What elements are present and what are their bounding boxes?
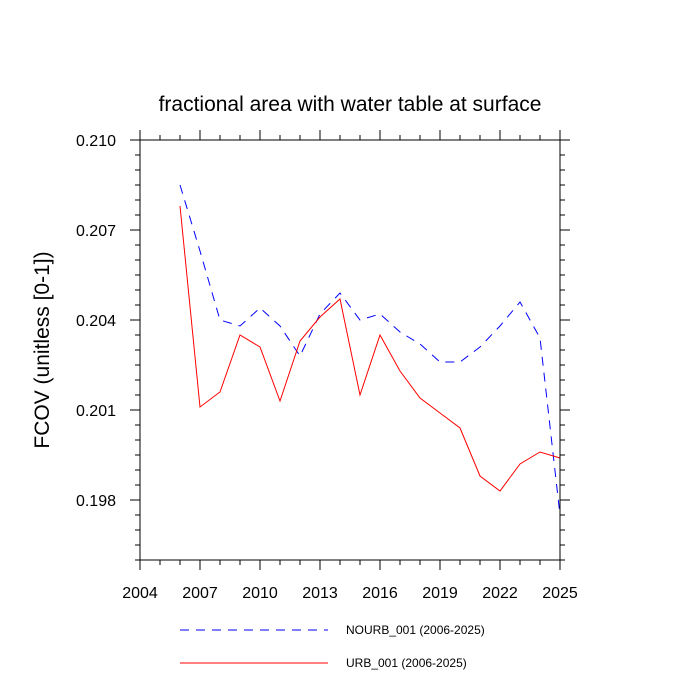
axis-ticks — [130, 130, 570, 570]
series-lines — [179, 184, 561, 516]
y-tick-label: 0.198 — [76, 493, 116, 510]
x-tick-label: 2025 — [542, 585, 578, 602]
y-axis-label: FCOV (unitless [0-1]) — [31, 251, 54, 448]
x-tick-label: 2016 — [362, 585, 398, 602]
tick-labels: 2004 2007 2010 2013 2016 2019 2022 2025 0.198 0.2… — [76, 133, 578, 602]
legend-label-2: URB_001 (2006-2025) — [346, 656, 467, 670]
series-line-1 — [179, 184, 561, 516]
series-line-2 — [179, 205, 561, 492]
plot-frame — [139, 139, 561, 561]
x-tick-label: 2013 — [302, 585, 338, 602]
legend-label-1: NOURB_001 (2006-2025) — [346, 623, 485, 637]
x-tick-label: 2010 — [242, 585, 278, 602]
x-tick-label: 2007 — [182, 585, 218, 602]
x-tick-label: 2022 — [482, 585, 518, 602]
chart-title: fractional area with water table at surf… — [159, 93, 542, 116]
y-tick-label: 0.201 — [76, 403, 116, 420]
x-tick-label: 2004 — [122, 585, 158, 602]
legend: NOURB_001 (2006-2025) URB_001 (2006-2025) — [180, 623, 485, 670]
x-tick-label: 2019 — [422, 585, 458, 602]
y-tick-label: 0.204 — [76, 313, 116, 330]
y-tick-label: 0.207 — [76, 223, 116, 240]
y-tick-label: 0.210 — [76, 133, 116, 150]
